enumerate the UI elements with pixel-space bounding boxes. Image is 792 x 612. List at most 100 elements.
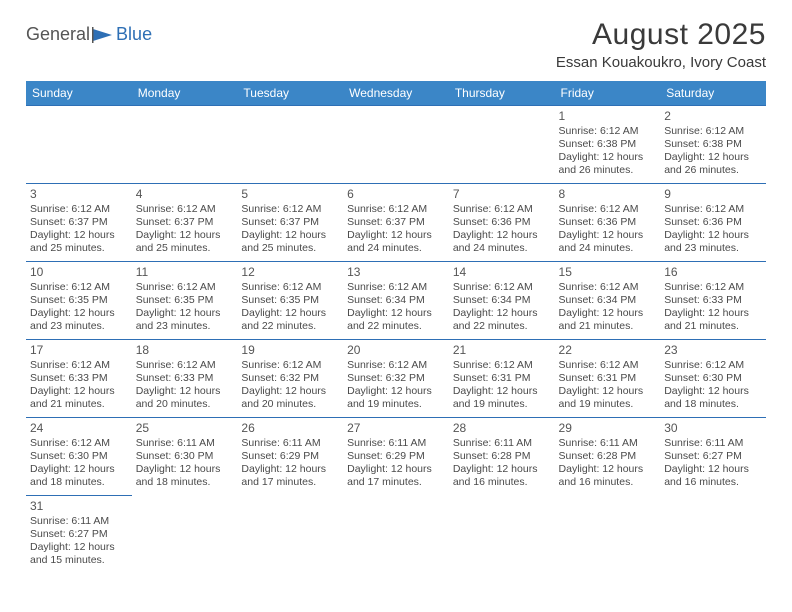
page-header: General Blue August 2025 Essan Kouakoukr… [26, 18, 766, 71]
daylight-text: and 19 minutes. [559, 398, 657, 411]
daylight-text: Daylight: 12 hours [559, 151, 657, 164]
calendar-day-cell: 4Sunrise: 6:12 AMSunset: 6:37 PMDaylight… [132, 184, 238, 262]
calendar-day-cell: 27Sunrise: 6:11 AMSunset: 6:29 PMDayligh… [343, 418, 449, 496]
daylight-text: and 18 minutes. [664, 398, 762, 411]
daylight-text: and 22 minutes. [241, 320, 339, 333]
day-number: 18 [136, 343, 234, 358]
sunset-text: Sunset: 6:36 PM [453, 216, 551, 229]
day-number: 13 [347, 265, 445, 280]
calendar-day-cell [237, 496, 343, 574]
day-number: 19 [241, 343, 339, 358]
sunrise-text: Sunrise: 6:12 AM [347, 281, 445, 294]
col-friday: Friday [555, 81, 661, 106]
calendar-day-cell: 7Sunrise: 6:12 AMSunset: 6:36 PMDaylight… [449, 184, 555, 262]
calendar-day-cell: 21Sunrise: 6:12 AMSunset: 6:31 PMDayligh… [449, 340, 555, 418]
sunset-text: Sunset: 6:34 PM [347, 294, 445, 307]
sunset-text: Sunset: 6:30 PM [30, 450, 128, 463]
sunset-text: Sunset: 6:37 PM [347, 216, 445, 229]
sunset-text: Sunset: 6:27 PM [664, 450, 762, 463]
daylight-text: and 22 minutes. [453, 320, 551, 333]
day-number: 10 [30, 265, 128, 280]
daylight-text: Daylight: 12 hours [664, 385, 762, 398]
daylight-text: Daylight: 12 hours [664, 463, 762, 476]
logo-flag-icon [92, 27, 114, 43]
daylight-text: and 21 minutes. [559, 320, 657, 333]
day-number: 14 [453, 265, 551, 280]
calendar-day-cell: 11Sunrise: 6:12 AMSunset: 6:35 PMDayligh… [132, 262, 238, 340]
sunrise-text: Sunrise: 6:12 AM [30, 281, 128, 294]
daylight-text: and 20 minutes. [136, 398, 234, 411]
col-saturday: Saturday [660, 81, 766, 106]
daylight-text: Daylight: 12 hours [664, 229, 762, 242]
day-number: 5 [241, 187, 339, 202]
calendar-week-row: 24Sunrise: 6:12 AMSunset: 6:30 PMDayligh… [26, 418, 766, 496]
daylight-text: and 23 minutes. [30, 320, 128, 333]
calendar-day-cell [660, 496, 766, 574]
sunrise-text: Sunrise: 6:12 AM [559, 359, 657, 372]
sunset-text: Sunset: 6:37 PM [136, 216, 234, 229]
calendar-day-cell [132, 106, 238, 184]
sunset-text: Sunset: 6:33 PM [664, 294, 762, 307]
sunrise-text: Sunrise: 6:12 AM [664, 281, 762, 294]
calendar-day-cell [449, 496, 555, 574]
daylight-text: Daylight: 12 hours [136, 229, 234, 242]
daylight-text: Daylight: 12 hours [241, 463, 339, 476]
calendar-day-cell: 6Sunrise: 6:12 AMSunset: 6:37 PMDaylight… [343, 184, 449, 262]
month-title: August 2025 [556, 18, 766, 52]
daylight-text: Daylight: 12 hours [30, 307, 128, 320]
sunset-text: Sunset: 6:34 PM [453, 294, 551, 307]
sunrise-text: Sunrise: 6:12 AM [559, 203, 657, 216]
daylight-text: and 26 minutes. [559, 164, 657, 177]
daylight-text: Daylight: 12 hours [241, 385, 339, 398]
sunrise-text: Sunrise: 6:11 AM [241, 437, 339, 450]
sunrise-text: Sunrise: 6:12 AM [136, 359, 234, 372]
daylight-text: and 23 minutes. [136, 320, 234, 333]
calendar-day-cell: 10Sunrise: 6:12 AMSunset: 6:35 PMDayligh… [26, 262, 132, 340]
calendar-day-cell: 2Sunrise: 6:12 AMSunset: 6:38 PMDaylight… [660, 106, 766, 184]
daylight-text: and 21 minutes. [30, 398, 128, 411]
calendar-day-cell [555, 496, 661, 574]
calendar-day-cell [132, 496, 238, 574]
sunrise-text: Sunrise: 6:12 AM [30, 359, 128, 372]
day-number: 24 [30, 421, 128, 436]
daylight-text: Daylight: 12 hours [453, 229, 551, 242]
daylight-text: and 17 minutes. [241, 476, 339, 489]
day-number: 6 [347, 187, 445, 202]
sunrise-text: Sunrise: 6:12 AM [347, 359, 445, 372]
daylight-text: Daylight: 12 hours [453, 385, 551, 398]
daylight-text: Daylight: 12 hours [559, 463, 657, 476]
sunset-text: Sunset: 6:30 PM [664, 372, 762, 385]
sunrise-text: Sunrise: 6:12 AM [347, 203, 445, 216]
sunset-text: Sunset: 6:38 PM [559, 138, 657, 151]
calendar-day-cell: 22Sunrise: 6:12 AMSunset: 6:31 PMDayligh… [555, 340, 661, 418]
sunset-text: Sunset: 6:32 PM [241, 372, 339, 385]
calendar-day-cell: 13Sunrise: 6:12 AMSunset: 6:34 PMDayligh… [343, 262, 449, 340]
sunrise-text: Sunrise: 6:11 AM [30, 515, 128, 528]
day-number: 12 [241, 265, 339, 280]
daylight-text: and 16 minutes. [559, 476, 657, 489]
day-number: 20 [347, 343, 445, 358]
sunrise-text: Sunrise: 6:11 AM [347, 437, 445, 450]
day-number: 7 [453, 187, 551, 202]
sunset-text: Sunset: 6:32 PM [347, 372, 445, 385]
col-monday: Monday [132, 81, 238, 106]
calendar-day-cell: 30Sunrise: 6:11 AMSunset: 6:27 PMDayligh… [660, 418, 766, 496]
sunset-text: Sunset: 6:36 PM [664, 216, 762, 229]
sunrise-text: Sunrise: 6:12 AM [30, 203, 128, 216]
daylight-text: and 24 minutes. [453, 242, 551, 255]
sunset-text: Sunset: 6:29 PM [241, 450, 339, 463]
daylight-text: and 15 minutes. [30, 554, 128, 567]
day-number: 25 [136, 421, 234, 436]
day-number: 8 [559, 187, 657, 202]
calendar-day-cell: 3Sunrise: 6:12 AMSunset: 6:37 PMDaylight… [26, 184, 132, 262]
col-thursday: Thursday [449, 81, 555, 106]
calendar-day-cell [26, 106, 132, 184]
logo: General Blue [26, 24, 152, 45]
day-number: 4 [136, 187, 234, 202]
sunrise-text: Sunrise: 6:12 AM [664, 203, 762, 216]
sunset-text: Sunset: 6:33 PM [136, 372, 234, 385]
calendar-day-cell: 18Sunrise: 6:12 AMSunset: 6:33 PMDayligh… [132, 340, 238, 418]
day-number: 3 [30, 187, 128, 202]
daylight-text: and 18 minutes. [30, 476, 128, 489]
daylight-text: Daylight: 12 hours [136, 307, 234, 320]
